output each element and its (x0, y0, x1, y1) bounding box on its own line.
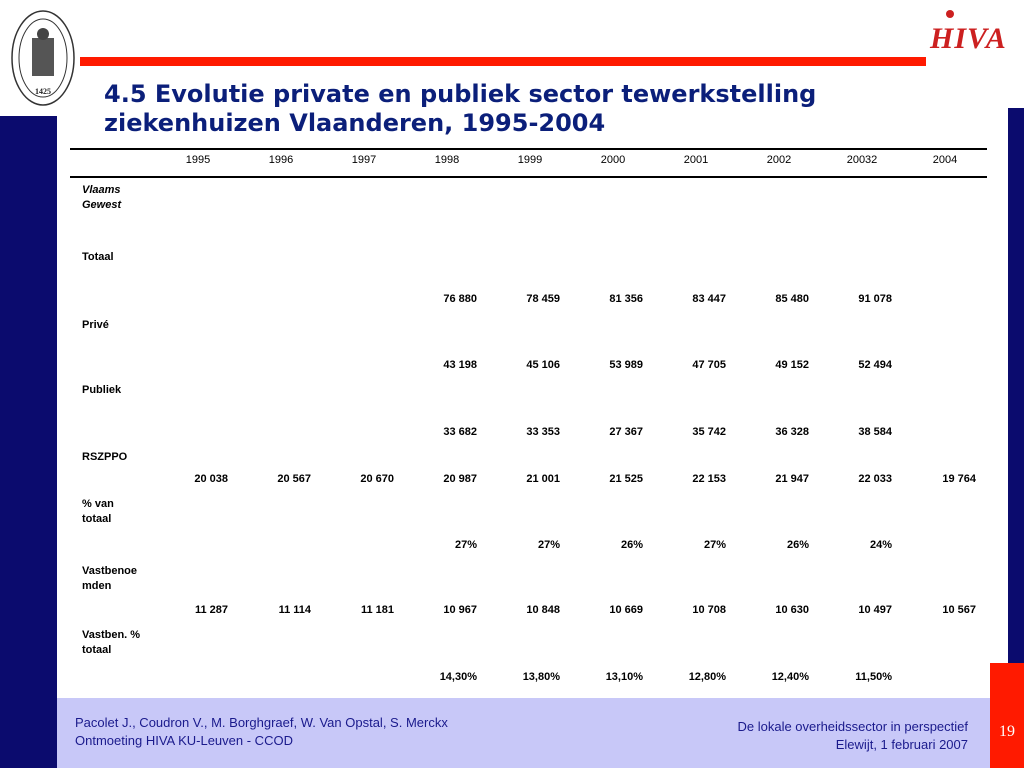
row-label-pct-van-totaal: % van totaal (82, 498, 114, 525)
table-cell: 38 584 (858, 426, 892, 438)
table-cell: 11 114 (278, 604, 311, 616)
left-decor-bar (0, 116, 57, 768)
table-cell: 36 328 (775, 426, 809, 438)
university-seal-logo: 1425 (11, 10, 75, 106)
table-cell: 26% (786, 539, 809, 551)
footer-event: De lokale overheidssector in perspectief… (737, 718, 968, 754)
table-cell: 27% (703, 539, 726, 551)
table-cell: 52 494 (858, 359, 892, 371)
table-cell: 33 353 (526, 426, 560, 438)
table-cell: 35 742 (692, 426, 726, 438)
table-top-rule (70, 148, 987, 150)
col-header: 2004 (932, 154, 958, 166)
row-label-vastbenoemden: Vastbenoemden (82, 565, 138, 592)
table-cell: 20 038 (194, 473, 228, 485)
table-cell: 22 153 (692, 473, 726, 485)
col-header: 1995 (185, 154, 211, 166)
table-cell: 20 987 (443, 473, 477, 485)
table-cell: 76 880 (443, 293, 477, 305)
table-cell: 19 764 (942, 473, 976, 485)
table-cell: 43 198 (443, 359, 477, 371)
right-decor-bar (1008, 108, 1024, 663)
table-cell: 11,50% (855, 671, 892, 683)
table-cell: 10 630 (775, 604, 809, 616)
footer-event-title: De lokale overheidssector in perspectief (737, 719, 968, 734)
table-cell: 10 967 (443, 604, 477, 616)
table-cell: 91 078 (858, 293, 892, 305)
col-header: 2001 (683, 154, 709, 166)
col-header: 20032 (846, 154, 878, 166)
col-header: 1996 (268, 154, 294, 166)
col-header: 1998 (434, 154, 460, 166)
footer-authors: Pacolet J., Coudron V., M. Borghgraef, W… (75, 714, 448, 750)
table-cell: 11 181 (360, 604, 394, 616)
row-label-vastben-pct-totaal: Vastben. % totaal (82, 629, 141, 656)
table-cell: 81 356 (609, 293, 643, 305)
table-cell: 27% (454, 539, 477, 551)
table-cell: 21 947 (775, 473, 809, 485)
header-red-rule (80, 57, 926, 66)
col-header: 2000 (600, 154, 626, 166)
table-cell: 10 708 (692, 604, 726, 616)
row-label-prive: Privé (82, 319, 109, 331)
row-label-publiek: Publiek (82, 384, 122, 396)
table-cell: 83 447 (692, 293, 726, 305)
table-cell: 49 152 (775, 359, 809, 371)
table-cell: 10 848 (526, 604, 560, 616)
table-cell: 27% (537, 539, 560, 551)
col-header: 1999 (517, 154, 543, 166)
row-label-vlaams-gewest: Vlaams Gewest (82, 184, 122, 211)
table-cell: 12,80% (688, 671, 726, 683)
hiva-logo: HIVA (929, 10, 1007, 55)
table-cell: 10 669 (609, 604, 643, 616)
col-header: 2002 (766, 154, 792, 166)
footer-meeting-line: Ontmoeting HIVA KU-Leuven - CCOD (75, 733, 293, 748)
footer-event-date: Elewijt, 1 februari 2007 (835, 737, 968, 752)
table-cell: 45 106 (526, 359, 560, 371)
table-cell: 24% (869, 539, 892, 551)
table-header-rule (70, 176, 987, 178)
table-cell: 21 001 (526, 473, 560, 485)
table-cell: 22 033 (858, 473, 892, 485)
table-cell: 26% (620, 539, 643, 551)
page-number: 19 (999, 723, 1015, 740)
table-cell: 27 367 (609, 426, 643, 438)
col-header: 1997 (351, 154, 377, 166)
table-cell: 13,80% (522, 671, 560, 683)
table-cell: 47 705 (692, 359, 726, 371)
table-cell: 78 459 (526, 293, 560, 305)
table-cell: 20 670 (360, 473, 394, 485)
page-number-box: 19 (990, 663, 1024, 768)
table-cell: 85 480 (775, 293, 809, 305)
table-cell: 13,10% (605, 671, 643, 683)
slide-title: 4.5 Evolutie private en publiek sector t… (104, 80, 817, 137)
seal-year: 1425 (35, 87, 51, 96)
table-cell: 14,30% (439, 671, 477, 683)
row-label-totaal: Totaal (82, 251, 114, 263)
footer-band: Pacolet J., Coudron V., M. Borghgraef, W… (57, 698, 990, 768)
table-cell: 12,40% (771, 671, 809, 683)
table-cell: 53 989 (609, 359, 643, 371)
table-cell: 10 567 (942, 604, 976, 616)
table-cell: 20 567 (277, 473, 311, 485)
table-cell: 21 525 (609, 473, 643, 485)
table-cell: 10 497 (858, 604, 892, 616)
table-cell: 11 287 (194, 604, 228, 616)
table-cell: 33 682 (443, 426, 477, 438)
row-label-rszppo: RSZPPO (82, 451, 128, 463)
hiva-logo-text: HIVA (929, 22, 1007, 55)
footer-authors-line: Pacolet J., Coudron V., M. Borghgraef, W… (75, 715, 448, 730)
